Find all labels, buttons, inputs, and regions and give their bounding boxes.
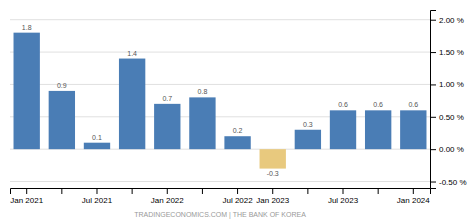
tick [132,188,133,194]
tick: Jul 2023 [328,188,359,205]
grid-line [10,52,430,53]
grid [10,20,430,182]
y-axis: -0.50 % 0.00 % 0.50 % 1.00 % 1.50 % 2.00 % [430,11,467,189]
bar [189,97,215,149]
tick: Jul 2022 [222,188,253,205]
bar [14,33,40,150]
tick-mark [378,188,379,194]
chart: -0.50 % 0.00 % 0.50 % 1.00 % 1.50 % 2.00 % Jan… [0,0,474,220]
tick: Jan 2023 [256,188,289,205]
tick [307,188,308,194]
grid-line [10,181,430,182]
data-label: 1.4 [127,50,137,57]
tick-mark [96,188,97,194]
bar [119,59,145,150]
data-label: 1.8 [22,24,32,31]
tick-label: 1.00 % [439,80,464,89]
tick-mark [237,188,238,194]
grid-line [10,84,430,85]
tick-mark [430,20,436,21]
axis-line [431,11,437,189]
tick-mark [61,188,62,194]
bar [49,91,75,149]
tick-mark [430,52,436,53]
data-label: 0.2 [233,127,243,134]
bar [330,110,356,149]
tick-label: Jul 2021 [82,196,113,205]
tick-mark [132,188,133,194]
tick-mark [26,188,27,194]
tick-label: 0.00 % [439,145,464,154]
annotations: TRADINGECONOMICS.COM | THE BANK OF KOREA [134,211,306,219]
data-label: 0.3 [303,121,313,128]
tick-mark [430,117,436,118]
tick: 0.50 % [430,113,464,122]
x-axis: Jan 2021 Jul 2021 Jan 2022 Jul 2022Jan 2023… [10,188,430,205]
tick-label: Jan 2024 [397,196,430,205]
axis-line [11,189,431,195]
tick-mark [272,188,273,194]
tick-mark [430,84,436,85]
tick-mark [307,188,308,194]
tick-mark [430,149,436,150]
data-label: 0.7 [162,95,172,102]
data-label: 0.6 [338,101,348,108]
tick: 0.00 % [430,145,464,154]
tick: 1.50 % [430,48,464,57]
tick: Jan 2021 [10,188,43,205]
tick-label: 2.00 % [439,16,464,25]
grid-line [10,19,430,20]
bar [154,104,180,149]
tick-label: Jul 2022 [222,196,253,205]
tick-mark [343,188,344,194]
tick-label: Jan 2023 [256,196,289,205]
tick-label: Jul 2023 [328,196,359,205]
footer: TRADINGECONOMICS.COM | THE BANK OF KOREA [134,211,306,219]
tick: 1.00 % [430,80,464,89]
tick [378,188,379,194]
tick: Jan 2024 [397,188,430,205]
data-label: 0.6 [408,101,418,108]
tick-mark [430,182,436,183]
tick [61,188,62,194]
tick-label: Jan 2021 [10,196,43,205]
tick-label: 1.50 % [439,48,464,57]
data-labels: 1.8 0.9 0.1 1.4 0.7 0.8 0.2 -0.3 0.3 0.6 0.6 0.6 [22,24,418,178]
tick-mark [202,188,203,194]
data-label: 0.1 [92,134,102,141]
bar [224,136,250,149]
tick-label: Jan 2022 [151,196,184,205]
tick [202,188,203,194]
bar [365,110,391,149]
data-label: 0.6 [373,101,383,108]
tick: 2.00 % [430,16,464,25]
bar [295,130,321,149]
tick-mark [413,188,414,194]
bar [84,143,110,149]
data-label: 0.8 [198,88,208,95]
data-label: -0.3 [267,170,279,177]
bar [400,110,426,149]
data-label: 0.9 [57,82,67,89]
tick: -0.50 % [430,178,467,187]
plot-area [14,33,427,169]
tick: Jan 2022 [151,188,184,205]
bar [260,149,286,168]
tick-label: 0.50 % [439,113,464,122]
tick: Jul 2021 [82,188,113,205]
tick-mark [167,188,168,194]
tick-label: -0.50 % [439,178,467,187]
